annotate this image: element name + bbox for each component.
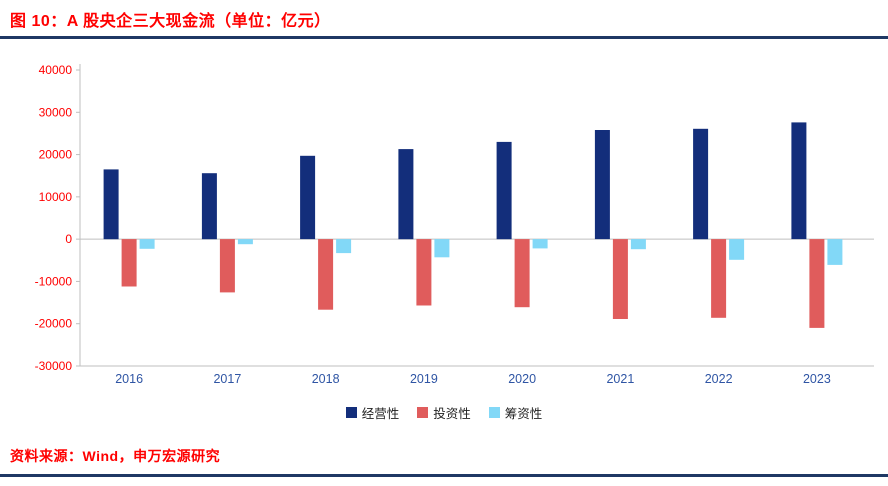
y-tick-label: 40000 [39,63,73,77]
y-tick-label: -20000 [35,317,73,331]
x-tick-label: 2018 [312,372,340,386]
bar-series1-2017 [219,239,235,293]
y-tick-label: 30000 [39,105,73,119]
bar-series2-2020 [532,239,548,249]
bar-series0-2016 [103,169,119,240]
legend-label-financing: 筹资性 [504,407,543,421]
bar-series0-2019 [398,149,414,240]
x-tick-label: 2022 [705,372,733,386]
bar-series1-2023 [809,239,825,328]
chart-legend: 经营性 投资性 筹资性 [0,403,888,422]
legend-item-investing: 投资性 [417,403,471,422]
bar-series0-2020 [496,141,512,240]
y-tick-label: 0 [65,232,72,246]
bar-series2-2019 [434,239,450,258]
bar-series0-2022 [693,128,709,240]
y-tick-label: 10000 [39,190,73,204]
bar-series2-2022 [729,239,745,260]
financing-swatch-icon [488,407,500,418]
x-tick-label: 2019 [410,372,438,386]
bar-series1-2019 [416,239,432,306]
investing-swatch-icon [417,407,429,418]
bottom-divider [0,474,888,477]
bar-series1-2021 [612,239,628,319]
bar-series1-2020 [514,239,530,308]
legend-item-financing: 筹资性 [488,403,543,422]
x-tick-label: 2017 [213,372,241,386]
x-tick-label: 2021 [606,372,634,386]
bar-series1-2018 [318,239,334,310]
x-tick-label: 2023 [803,372,831,386]
x-tick-label: 2016 [115,372,143,386]
bar-series2-2023 [827,239,843,265]
top-divider [0,36,888,39]
bar-series0-2023 [791,122,807,240]
legend-label-investing: 投资性 [433,407,471,421]
bar-series0-2017 [201,173,217,240]
operating-swatch-icon [345,407,357,418]
chart-title: 图 10：A 股央企三大现金流（单位：亿元） [10,13,331,30]
bar-series2-2021 [630,239,646,250]
bar-series2-2016 [139,239,155,249]
bar-series2-2017 [237,239,253,245]
y-tick-label: 20000 [39,148,73,162]
x-tick-label: 2020 [508,372,536,386]
bar-series0-2018 [300,155,316,240]
data-source-note: 资料来源：Wind，申万宏源研究 [10,448,221,464]
bar-series1-2016 [121,239,137,287]
legend-item-operating: 经营性 [345,403,400,422]
cash-flow-bar-chart: 40000 30000 20000 10000 0 -10000 -20000 -30000 2… [35,63,874,386]
legend-label-operating: 经营性 [361,407,400,421]
y-tick-label: -30000 [35,359,73,373]
bar-series2-2018 [336,239,352,254]
y-tick-label: -10000 [35,274,73,288]
bar-series0-2021 [594,130,610,240]
bar-series1-2022 [711,239,727,318]
